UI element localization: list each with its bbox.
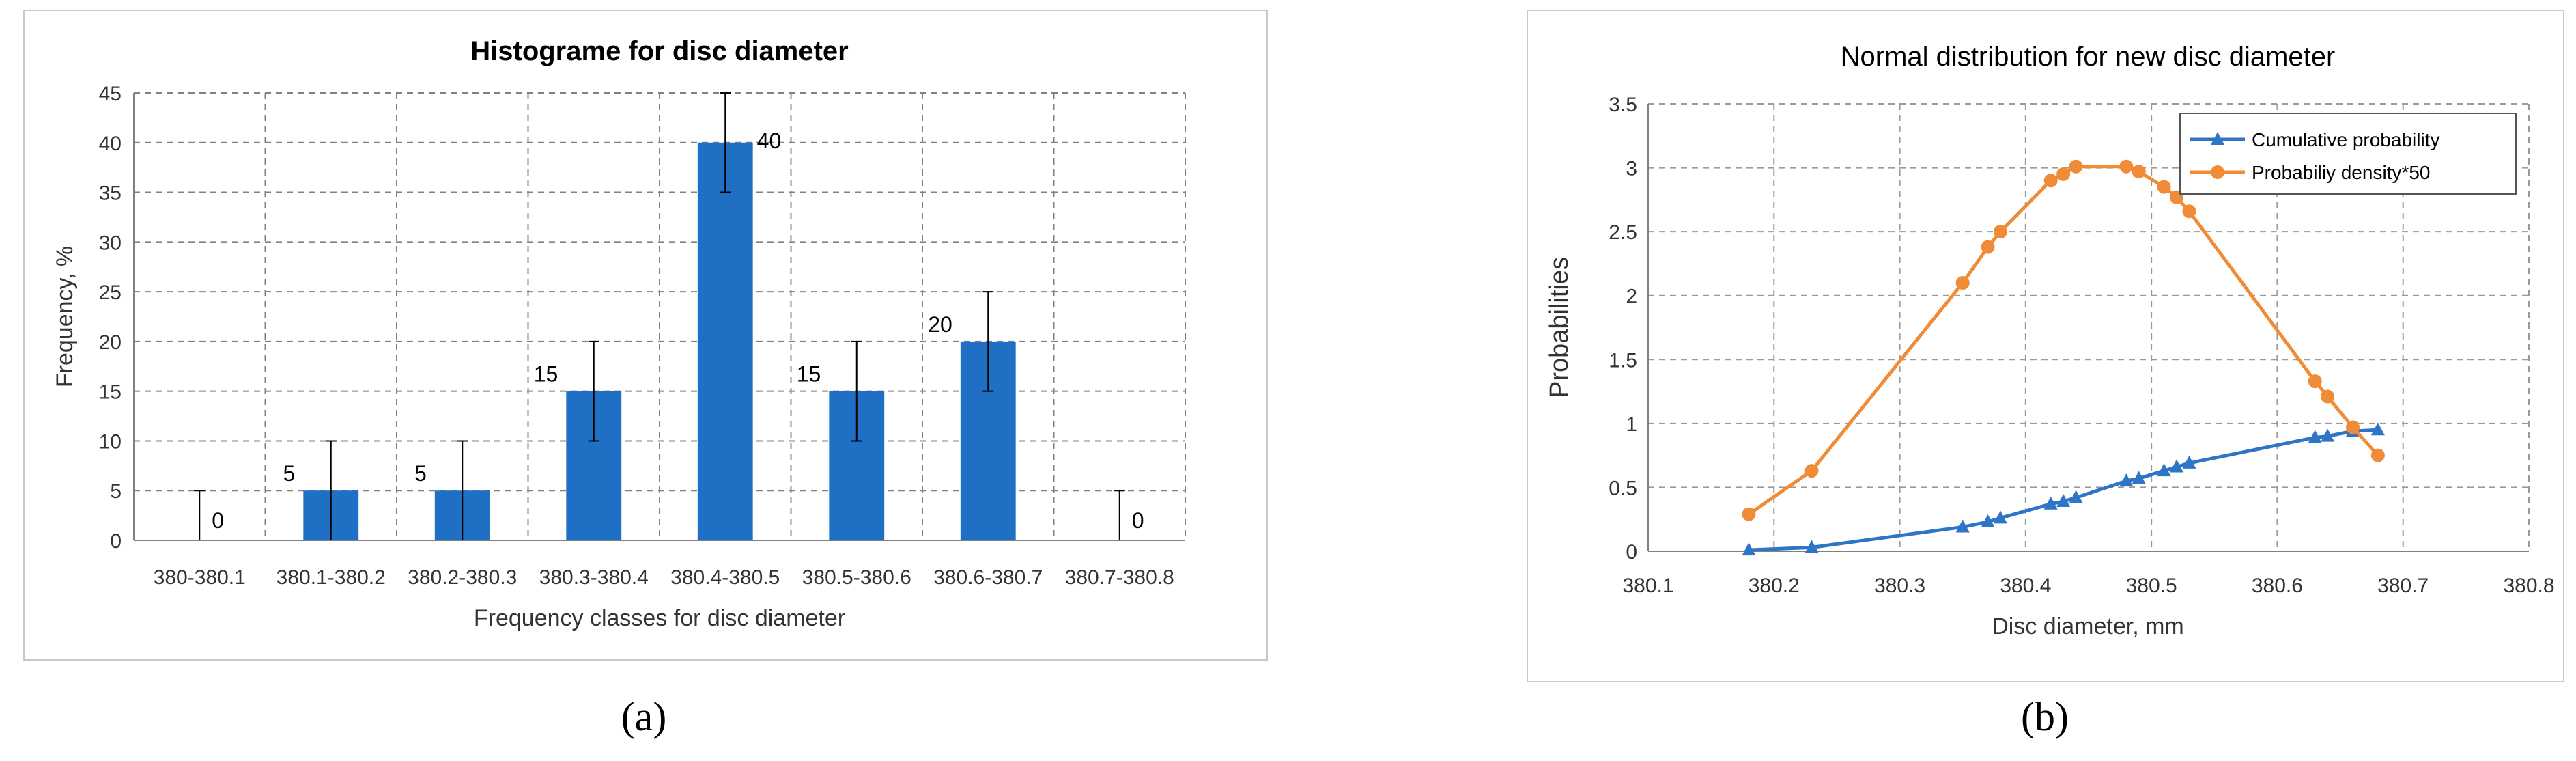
probability-density-point — [1981, 240, 1995, 254]
y-tick-label: 0.5 — [1609, 477, 1637, 499]
y-axis-title: Frequency, % — [52, 246, 78, 387]
probability-density-line — [1748, 165, 2379, 516]
cumulative-probability-point — [2157, 463, 2171, 477]
legend-circle-marker — [2211, 165, 2224, 179]
data-label: 0 — [1132, 508, 1144, 533]
probability-density-point — [2119, 159, 2134, 174]
probability-density-point — [1742, 507, 1756, 521]
cumulative-probability-point — [2170, 459, 2183, 473]
y-tick-label: 45 — [99, 83, 122, 105]
cumulative-probability-point — [2056, 494, 2071, 508]
y-tick-label: 30 — [99, 232, 122, 254]
y-tick-label: 1.5 — [1609, 349, 1637, 372]
cumulative-probability-point — [1804, 540, 1819, 553]
data-label: 20 — [928, 312, 952, 337]
data-label: 0 — [212, 508, 224, 533]
cumulative-probability-point — [1955, 519, 1970, 533]
cumulative-probability-point — [1742, 542, 1756, 556]
probability-density-point — [2157, 180, 2171, 194]
cumulative-probability-point — [2132, 471, 2146, 484]
data-label: 5 — [283, 461, 296, 486]
caption-a: (a) — [621, 694, 667, 739]
y-tick-label: 2 — [1626, 286, 1637, 308]
x-axis-title: Disc diameter, mm — [1992, 613, 2184, 639]
data-label: 15 — [797, 362, 821, 387]
legend-label: Probabiliy density*50 — [2252, 162, 2431, 183]
x-tick-label: 380.4 — [2000, 575, 2051, 597]
probability-density-point — [2043, 174, 2058, 188]
x-tick-label: 380.1 — [1622, 575, 1673, 597]
y-tick-label: 35 — [99, 182, 122, 205]
y-tick-label: 10 — [99, 430, 122, 453]
data-label: 15 — [534, 362, 558, 387]
probability-density-point — [2370, 448, 2385, 462]
histogram-chart: Histograme for disc diameter 0 5 10 15 20 25 30… — [52, 36, 1186, 631]
x-tick-label: 380.7 — [2377, 575, 2429, 597]
cumulative-probability-point — [1981, 514, 1995, 527]
x-tick-label: 380.1-380.2 — [277, 566, 386, 589]
cumulative-probability-line — [1749, 428, 2378, 552]
y-tick-label: 25 — [99, 281, 122, 304]
x-tick-label: 380.2-380.3 — [408, 566, 517, 589]
cumulative-probability-point — [2182, 455, 2196, 469]
x-tick-label: 380.2 — [1749, 575, 1800, 597]
y-tick-label: 0 — [110, 530, 122, 553]
y-tick-label: 3.5 — [1609, 94, 1637, 116]
data-label: 40 — [757, 128, 782, 153]
legend-triangle-marker — [2211, 132, 2224, 145]
chart-title: Normal distribution for new disc diamete… — [1841, 42, 2336, 72]
normal-distribution-chart: Normal distribution for new disc diamete… — [1545, 42, 2555, 639]
histogram-panel: Histograme for disc diameter 0 5 10 15 20 25 30… — [23, 10, 1268, 661]
normal-distribution-panel: Normal distribution for new disc diamete… — [1527, 10, 2564, 682]
x-tick-label: 380.7-380.8 — [1065, 566, 1174, 589]
cumulative-probability-point — [2308, 430, 2322, 443]
y-tick-label: 3 — [1626, 158, 1637, 180]
y-tick-label: 40 — [99, 133, 122, 155]
probability-density-point — [1955, 276, 1970, 290]
x-tick-label: 380.5-380.6 — [802, 566, 911, 589]
x-tick-label: 380.4-380.5 — [670, 566, 780, 589]
legend-label: Cumulative probability — [2252, 129, 2439, 150]
x-tick-label: 380.3 — [1874, 575, 1925, 597]
caption-b: (b) — [2021, 694, 2069, 739]
probability-density-point — [1804, 464, 1819, 478]
cumulative-probability-point — [1994, 510, 2007, 524]
cumulative-probability-point — [2370, 422, 2385, 436]
legend-box — [2179, 113, 2517, 195]
cumulative-probability-point — [2069, 490, 2083, 503]
cumulative-probability-point — [2119, 473, 2134, 487]
probability-density-point — [2069, 159, 2083, 174]
y-tick-label: 5 — [110, 480, 122, 503]
x-tick-label: 380.6-380.7 — [933, 566, 1043, 589]
y-tick-label: 2.5 — [1609, 221, 1637, 244]
probability-density-point — [2308, 374, 2322, 389]
cumulative-probability-point — [2043, 496, 2058, 510]
bar — [697, 142, 753, 540]
chart-title: Histograme for disc diameter — [470, 36, 849, 66]
x-tick-label: 380.6 — [2252, 575, 2303, 597]
y-tick-label: 15 — [99, 381, 122, 404]
x-tick-label: 380.8 — [2503, 575, 2554, 597]
probability-density-point — [2182, 204, 2196, 219]
x-tick-label: 380.5 — [2126, 575, 2177, 597]
y-axis-title: Probabilities — [1545, 257, 1574, 398]
y-tick-label: 1 — [1626, 413, 1637, 436]
probability-density-point — [2132, 165, 2146, 179]
y-tick-label: 20 — [99, 331, 122, 354]
x-tick-label: 380.3-380.4 — [539, 566, 649, 589]
probability-density-point — [1994, 225, 2007, 239]
probability-density-point — [2346, 420, 2360, 434]
y-tick-label: 0 — [1626, 541, 1637, 564]
probability-density-point — [2056, 167, 2071, 181]
x-tick-label: 380-380.1 — [154, 566, 246, 589]
x-axis-title: Frequency classes for disc diameter — [474, 605, 845, 631]
probability-density-point — [2321, 389, 2335, 404]
legend: Cumulative probability Probabiliy density… — [2179, 113, 2517, 195]
data-label: 5 — [414, 461, 427, 486]
cumulative-probability-point — [2321, 428, 2335, 442]
